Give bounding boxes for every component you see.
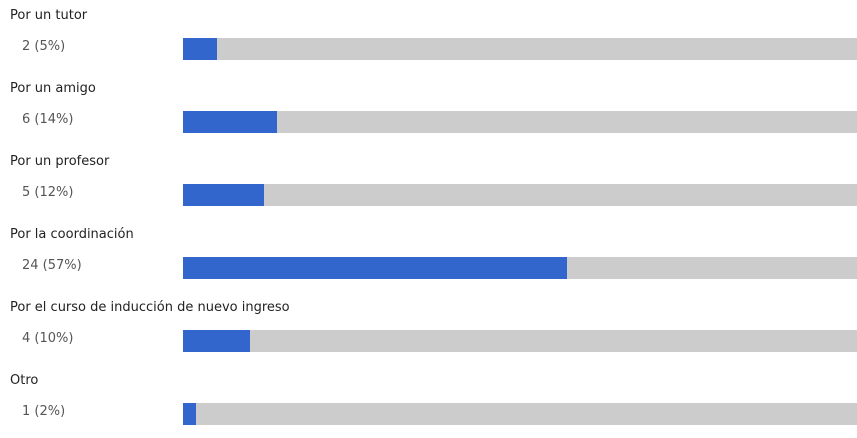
chart-row: Por un tutor 2 (5%)	[0, 0, 857, 73]
bar-track	[183, 111, 857, 133]
bar-track	[183, 330, 857, 352]
bar-fill	[183, 111, 277, 133]
bar-fill	[183, 330, 250, 352]
chart-row: Por un profesor 5 (12%)	[0, 146, 857, 219]
category-label: Por un profesor	[10, 154, 110, 169]
chart-row: Otro 1 (2%)	[0, 365, 857, 438]
value-label: 24 (57%)	[22, 258, 82, 273]
value-label: 2 (5%)	[22, 39, 66, 54]
bar-track	[183, 257, 857, 279]
category-label: Por un tutor	[10, 8, 88, 23]
category-label: Otro	[10, 373, 39, 388]
chart-row: Por el curso de inducción de nuevo ingre…	[0, 292, 857, 365]
value-label: 1 (2%)	[22, 404, 66, 419]
category-label: Por un amigo	[10, 81, 96, 96]
value-label: 6 (14%)	[22, 112, 74, 127]
value-label: 5 (12%)	[22, 185, 74, 200]
chart-row: Por la coordinación 24 (57%)	[0, 219, 857, 292]
chart-row: Por un amigo 6 (14%)	[0, 73, 857, 146]
bar-fill	[183, 403, 196, 425]
bar-fill	[183, 38, 217, 60]
category-label: Por la coordinación	[10, 227, 134, 242]
bar-fill	[183, 184, 264, 206]
bar-track	[183, 184, 857, 206]
bar-track	[183, 403, 857, 425]
bar-fill	[183, 257, 567, 279]
category-label: Por el curso de inducción de nuevo ingre…	[10, 300, 290, 315]
bar-track	[183, 38, 857, 60]
value-label: 4 (10%)	[22, 331, 74, 346]
